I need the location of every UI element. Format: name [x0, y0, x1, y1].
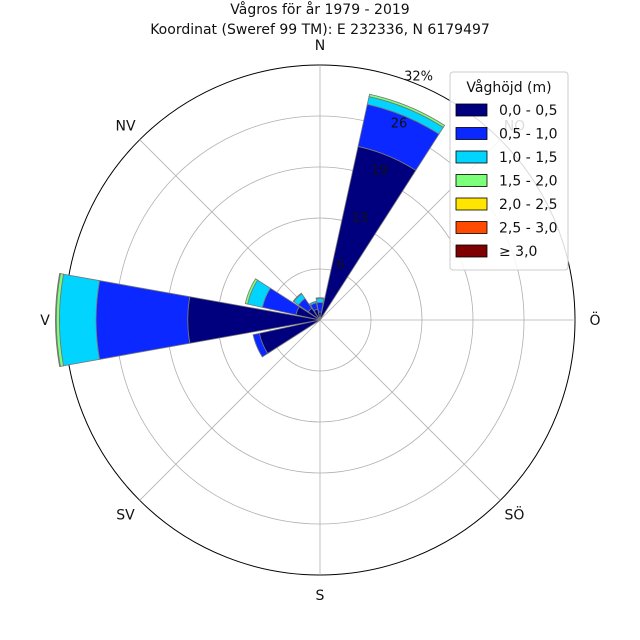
- legend-swatch: [455, 197, 488, 211]
- direction-label: Ö: [589, 311, 600, 329]
- direction-label: NV: [116, 119, 136, 135]
- wave-bar: [319, 145, 417, 321]
- wave-bar: [244, 278, 259, 305]
- legend-swatch: [455, 127, 488, 140]
- wave-bars: [55, 93, 446, 367]
- legend-swatch: [455, 221, 488, 234]
- legend-swatch: [455, 150, 488, 164]
- direction-label: V: [40, 313, 50, 329]
- legend-swatch: [455, 103, 488, 117]
- wave-bar: [315, 298, 325, 304]
- direction-label: SÖ: [505, 505, 525, 523]
- direction-label: SV: [116, 507, 135, 523]
- legend-label: 1,5 - 2,0: [499, 174, 557, 190]
- legend-swatch: [455, 244, 488, 258]
- radial-tick-label: 19: [371, 164, 388, 179]
- legend-items: 0,0 - 0,5 0,5 - 1,0 1,0 - 1,5 1,5 - 2,0 2,0 …: [455, 103, 557, 260]
- chart-subtitle: Koordinat (Sweref 99 TM): E 232336, N 61…: [150, 22, 490, 38]
- wave-bar: [368, 93, 446, 128]
- legend-label: 0,0 - 0,5: [499, 103, 557, 119]
- legend-title: Våghöjd (m): [466, 79, 551, 96]
- wave-bar: [309, 300, 317, 306]
- radial-tick-label: 26: [391, 117, 408, 132]
- legend-label: 2,5 - 3,0: [499, 221, 557, 237]
- wave-bar: [59, 273, 101, 367]
- wave-bar: [252, 332, 269, 358]
- radial-tick-label: 6: [336, 258, 344, 273]
- radial-tick-label: 13: [352, 211, 369, 226]
- wave-bar: [292, 292, 303, 303]
- grid-spoke: [319, 319, 501, 501]
- wave-bar: [315, 297, 325, 300]
- chart-title: Vågros för år 1979 - 2019: [230, 1, 409, 18]
- radial-tick-labels: 6 13 19 26 32%: [336, 69, 433, 272]
- direction-label: N: [315, 38, 325, 54]
- grid-spoke: [139, 319, 321, 501]
- legend-label: 0,5 - 1,0: [499, 127, 557, 143]
- legend-frame: [449, 71, 569, 271]
- direction-label: S: [316, 588, 325, 604]
- wave-bar: [95, 280, 191, 360]
- legend: Våghöjd (m) 0,0 - 0,5 0,5 - 1,0 1,0 - 1,5 1…: [449, 71, 569, 271]
- grid-spoke: [139, 139, 321, 321]
- legend-label: ≥ 3,0: [499, 244, 537, 260]
- legend-swatch: [455, 174, 488, 187]
- legend-label: 2,0 - 2,5: [499, 197, 557, 213]
- radial-tick-label: 32%: [404, 69, 433, 84]
- legend-label: 1,0 - 1,5: [499, 150, 557, 166]
- wave-bar: [55, 273, 61, 367]
